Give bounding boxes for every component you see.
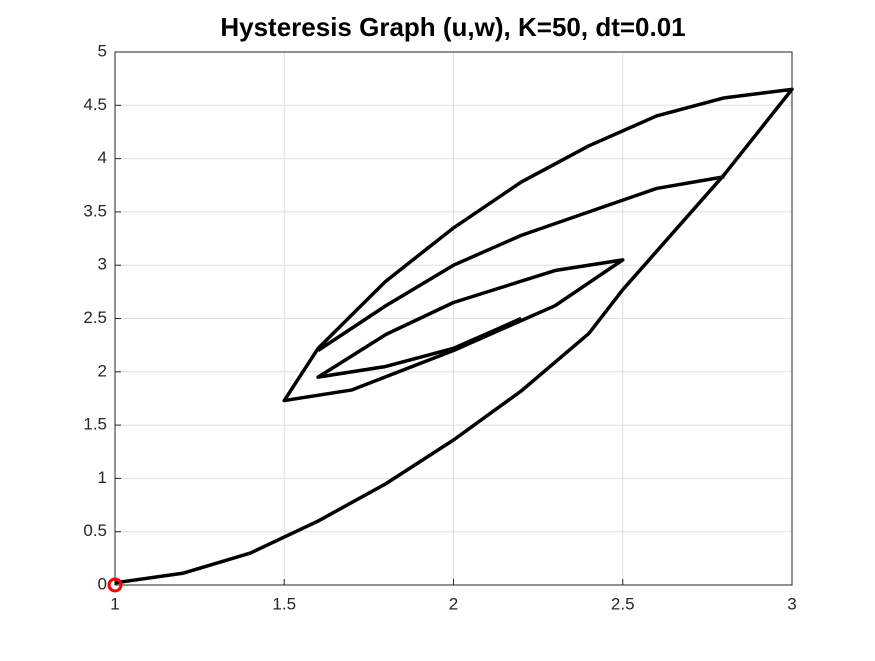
y-tick-label: 3.5: [83, 201, 107, 220]
x-tick-label: 1.5: [272, 594, 296, 613]
y-tick-label: 4: [98, 148, 107, 167]
y-tick-label: 1.5: [83, 415, 107, 434]
x-tick-label: 3: [787, 594, 796, 613]
y-tick-label: 4.5: [83, 95, 107, 114]
axes-box: [114, 51, 793, 586]
y-tick-label: 2: [98, 361, 107, 380]
x-tick-label: 1: [110, 594, 119, 613]
y-tick-label: 3: [98, 255, 107, 274]
y-tick-label: 5: [98, 41, 107, 60]
y-tick-label: 0.5: [83, 521, 107, 540]
marker: [107, 577, 123, 593]
y-tick-label: 0: [98, 574, 107, 593]
y-tick-label: 2.5: [83, 308, 107, 327]
chart-title: Hysteresis Graph (u,w), K=50, dt=0.01: [220, 12, 685, 42]
y-tick-label: 1: [98, 468, 107, 487]
x-tick-label: 2.5: [611, 594, 635, 613]
x-tick-label: 2: [449, 594, 458, 613]
data-line: [114, 87, 794, 585]
